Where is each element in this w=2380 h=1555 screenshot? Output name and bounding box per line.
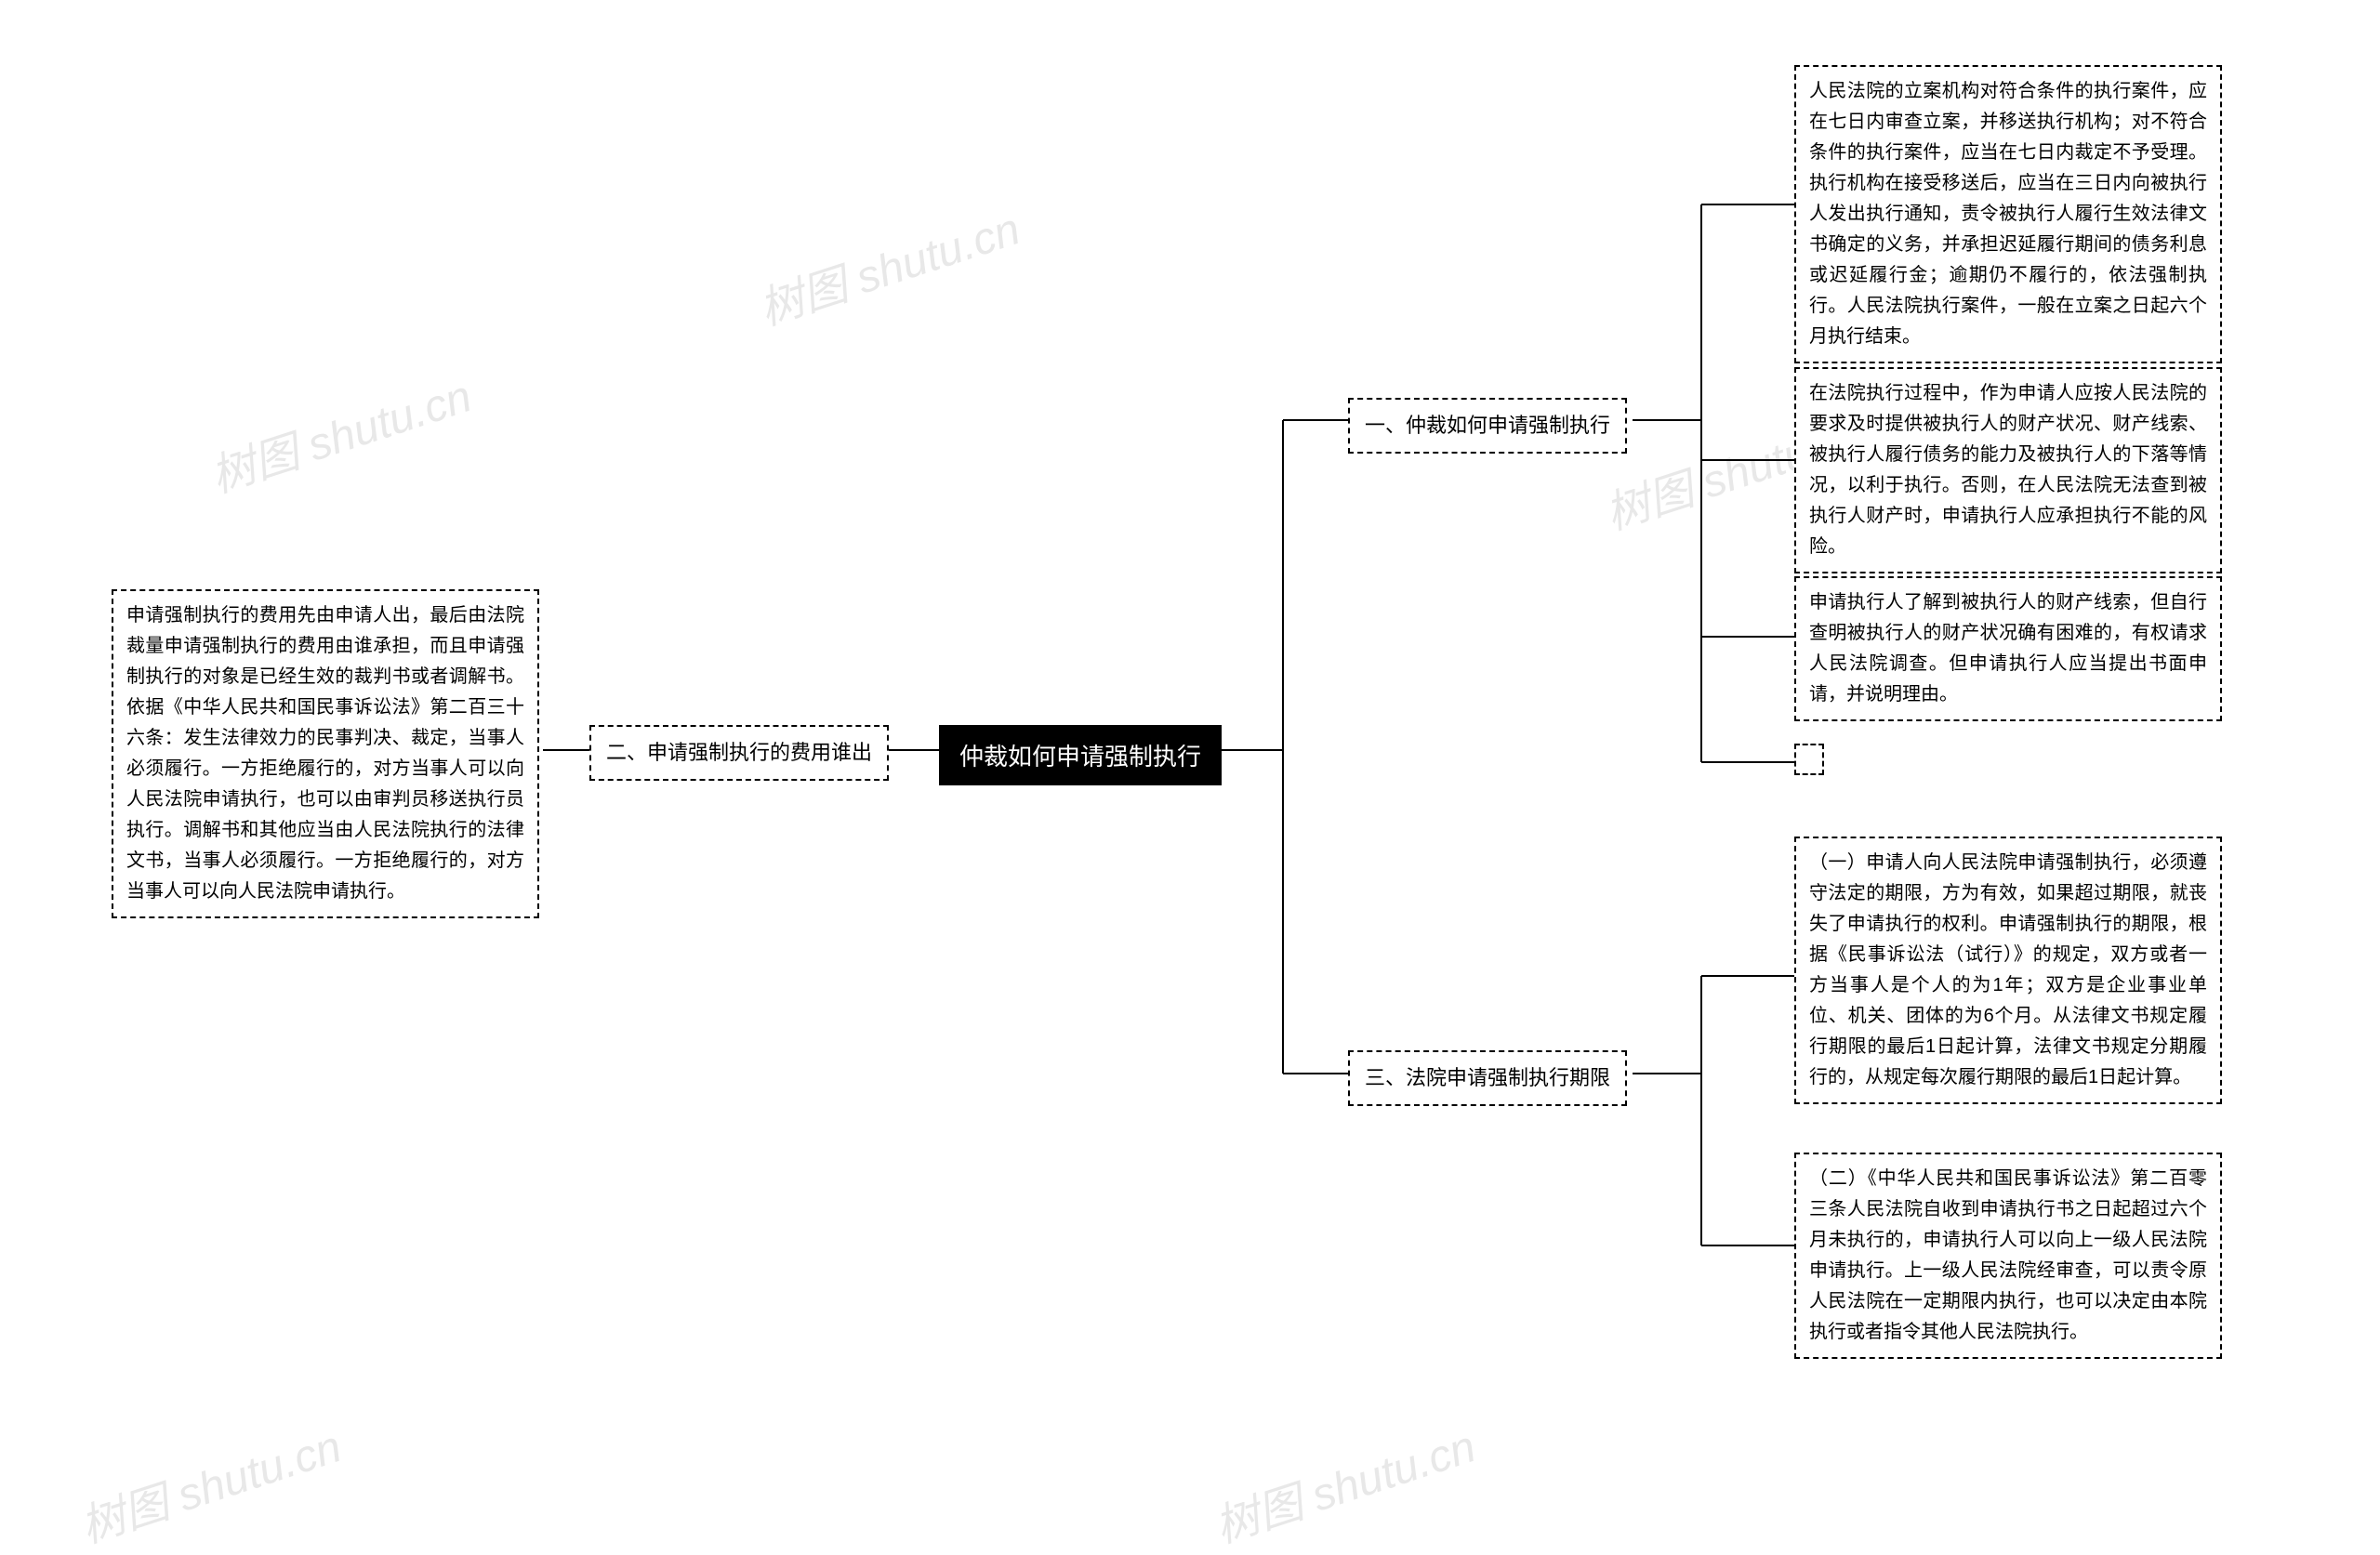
watermark: 树图 shutu.cn [71,1410,348,1555]
leaf-node-1a: 人民法院的立案机构对符合条件的执行案件，应在七日内审查立案，并移送执行机构；对不… [1794,65,2222,363]
leaf-node-1d-empty [1794,744,1824,775]
leaf-node-3b: （二）《中华人民共和国民事诉讼法》第二百零三条人民法院自收到申请执行书之日起超过… [1794,1153,2222,1359]
branch-node-2: 二、申请强制执行的费用谁出 [589,725,889,781]
leaf-node-1c: 申请执行人了解到被执行人的财产线索，但自行查明被执行人的财产状况确有困难的，有权… [1794,576,2222,721]
branch-node-1: 一、仲裁如何申请强制执行 [1348,398,1627,454]
center-node: 仲裁如何申请强制执行 [939,725,1222,785]
leaf-node-2a: 申请强制执行的费用先由申请人出，最后由法院裁量申请强制执行的费用由谁承担，而且申… [112,589,539,918]
watermark: 树图 shutu.cn [749,192,1026,337]
leaf-node-3a: （一）申请人向人民法院申请强制执行，必须遵守法定的期限，方为有效，如果超过期限，… [1794,837,2222,1104]
watermark: 树图 shutu.cn [1205,1410,1482,1555]
watermark: 树图 shutu.cn [201,360,478,505]
leaf-node-1b: 在法院执行过程中，作为申请人应按人民法院的要求及时提供被执行人的财产状况、财产线… [1794,367,2222,573]
branch-node-3: 三、法院申请强制执行期限 [1348,1050,1627,1106]
